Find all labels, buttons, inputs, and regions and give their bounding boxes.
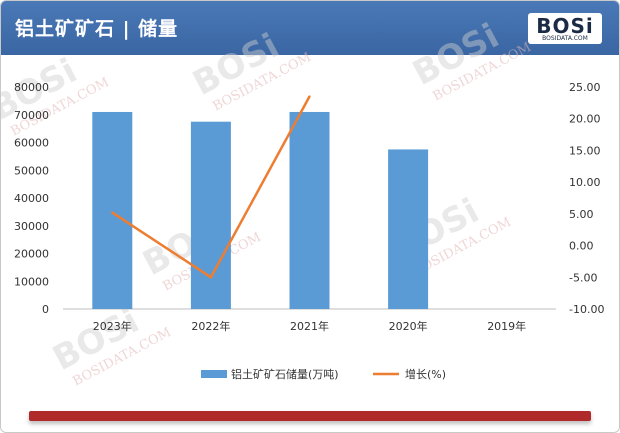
footer-bar bbox=[29, 411, 591, 421]
bar-2020年 bbox=[388, 149, 429, 309]
left-tick-label: 70000 bbox=[14, 109, 49, 122]
right-tick-label: 5.00 bbox=[569, 208, 594, 221]
bar-2023年 bbox=[92, 111, 133, 309]
category-label: 2023年 bbox=[93, 319, 132, 333]
category-label: 2022年 bbox=[191, 319, 230, 333]
right-tick-label: 20.00 bbox=[569, 113, 601, 126]
watermark-layer: BOSiBOSIDATA.COMBOSiBOSIDATA.COMBOSiBOSI… bbox=[1, 16, 534, 389]
logo-word: BOSi bbox=[536, 14, 594, 38]
left-axis: 0 10000 20000 30000 40000 50000 60000 70000 8000… bbox=[14, 81, 49, 316]
right-tick-label: -10.00 bbox=[569, 303, 604, 316]
left-tick-label: 20000 bbox=[14, 248, 49, 261]
right-tick-label: -5.00 bbox=[569, 271, 597, 284]
header-bar: 铝土矿矿石 | 储量 BOSi BOSIDATA.COM bbox=[1, 1, 619, 55]
category-label: 2020年 bbox=[389, 319, 428, 333]
legend-label-line: 增长(%) bbox=[405, 367, 446, 381]
left-tick-label: 60000 bbox=[14, 137, 49, 150]
brand-logo: BOSi BOSIDATA.COM bbox=[528, 13, 602, 44]
category-label: 2021年 bbox=[290, 319, 329, 333]
right-tick-label: 10.00 bbox=[569, 176, 601, 189]
plot-area bbox=[63, 95, 556, 310]
left-tick-label: 50000 bbox=[14, 164, 49, 177]
left-tick-label: 0 bbox=[42, 303, 49, 316]
bar-2022年 bbox=[190, 121, 231, 309]
growth-point-2 bbox=[308, 95, 311, 98]
legend-label-bars: 铝土矿矿石储量(万吨) bbox=[231, 367, 339, 381]
legend-swatch-bars bbox=[201, 370, 227, 378]
legend: 铝土矿矿石储量(万吨) 增长(%) bbox=[201, 367, 446, 381]
page-title: 铝土矿矿石 | 储量 bbox=[15, 18, 179, 40]
growth-point-0 bbox=[111, 211, 114, 214]
left-tick-label: 80000 bbox=[14, 81, 49, 94]
left-tick-label: 10000 bbox=[14, 275, 49, 288]
left-tick-label: 40000 bbox=[14, 192, 49, 205]
logo-subtitle: BOSIDATA.COM bbox=[542, 35, 588, 42]
right-tick-label: 15.00 bbox=[569, 144, 601, 157]
right-tick-label: 25.00 bbox=[569, 81, 601, 94]
bar-2021年 bbox=[289, 111, 330, 309]
left-tick-label: 30000 bbox=[14, 220, 49, 233]
right-tick-label: 0.00 bbox=[569, 240, 594, 253]
category-axis: 2023年 2022年 2021年 2020年 2019年 bbox=[93, 319, 526, 333]
category-label: 2019年 bbox=[487, 319, 526, 333]
right-axis: -10.00 -5.00 0.00 5.00 10.00 15.00 20.00 25.00 bbox=[569, 81, 604, 316]
growth-point-1 bbox=[209, 276, 213, 279]
